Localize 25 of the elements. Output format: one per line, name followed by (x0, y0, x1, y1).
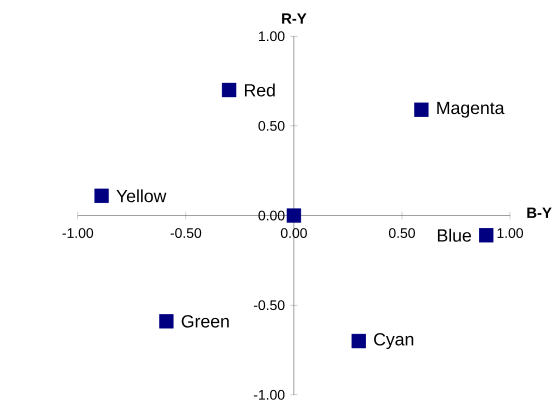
annotation: Red (244, 83, 275, 96)
x-tick-label: 0.50 (388, 228, 415, 238)
y-tick-label: 1.00 (259, 31, 284, 41)
y-tick-label: 0.50 (258, 120, 284, 131)
point (414, 102, 429, 117)
annotation: Yellow (116, 189, 166, 202)
x-tick-label: -1.00 (62, 228, 94, 238)
point (479, 228, 494, 242)
point (286, 208, 302, 223)
annotation: Cyan (374, 332, 414, 349)
annotation: Magenta (437, 102, 504, 118)
x-tick-label: 0.00 (280, 228, 307, 238)
y-axis-title: R-Y (282, 13, 306, 24)
x-tick-label: 1.00 (498, 228, 524, 238)
x-tick-label: -0.50 (170, 228, 202, 238)
annotation: Green (182, 314, 229, 328)
point (94, 188, 109, 203)
y-tick-label: -0.50 (254, 300, 284, 310)
point (159, 314, 174, 328)
point (222, 82, 236, 98)
x-axis-title: B-Y (527, 207, 552, 218)
y-tick-label: -1.00 (254, 390, 284, 400)
annotation: Blue (438, 228, 471, 242)
point (352, 334, 366, 348)
y-tick-label: 0.00 (258, 210, 284, 220)
